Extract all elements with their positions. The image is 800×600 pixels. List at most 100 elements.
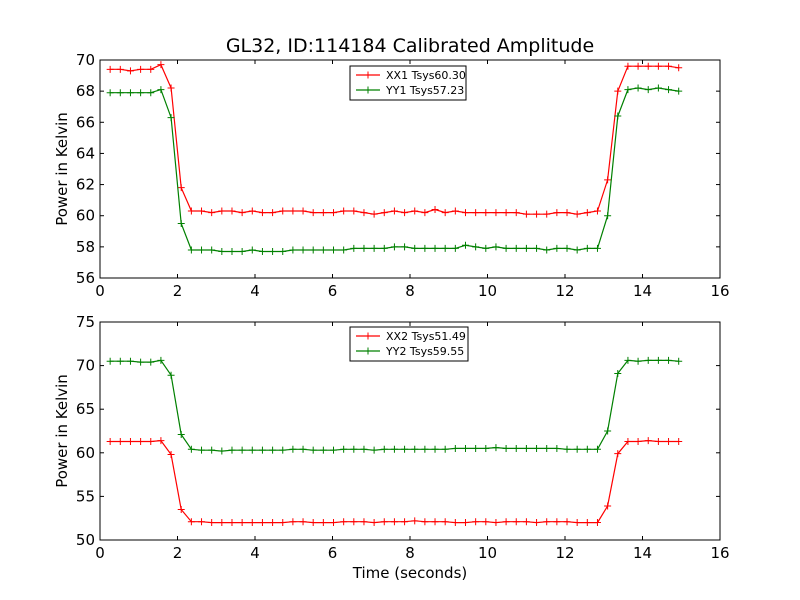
bottom-series-2-point: [147, 358, 155, 366]
top-series-1-point: [614, 87, 622, 95]
top-series-1-point: [126, 67, 134, 75]
top-series-2-point: [370, 244, 378, 252]
bottom-series-1-point: [238, 519, 246, 527]
top-x-tick-label: 2: [173, 282, 183, 300]
bottom-x-tick-label: 8: [405, 544, 415, 562]
top-series-1-point: [116, 65, 124, 73]
bottom-series-2-point: [431, 445, 439, 453]
top-series-2-point: [614, 112, 622, 120]
top-series-2-point: [675, 87, 683, 95]
top-series-1-point: [583, 209, 591, 217]
top-series-1-point: [604, 176, 612, 184]
bottom-series-2-point: [502, 444, 510, 452]
bottom-series-1-point: [583, 519, 591, 527]
top-axes-frame: [99, 59, 721, 279]
bottom-series-1-point: [401, 518, 409, 526]
top-series-1-point: [533, 210, 541, 218]
bottom-series-1-point: [390, 518, 398, 526]
top-series-2-point: [269, 248, 277, 256]
top-series-2-point: [309, 246, 317, 254]
top-series-1-point: [502, 209, 510, 217]
bottom-series-1-point: [208, 519, 216, 527]
top-series-2-point: [380, 244, 388, 252]
top-y-tick-label: 58: [76, 238, 95, 256]
bottom-series-1-point: [624, 437, 632, 445]
top-series-2-point: [330, 246, 338, 254]
bottom-series-1-point: [512, 518, 520, 526]
top-y-tick-label: 70: [76, 51, 95, 69]
top-series-2-point: [421, 244, 429, 252]
top-y-axis-label: Power in Kelvin: [53, 112, 71, 226]
bottom-series-1-point: [137, 437, 145, 445]
top-series-1-point: [350, 207, 358, 215]
bottom-series-2-point: [441, 445, 449, 453]
top-series-1-point: [451, 207, 459, 215]
bottom-series-1-point: [533, 519, 541, 527]
top-series-1-point: [106, 65, 114, 73]
bottom-series-1-point: [553, 518, 561, 526]
top-series-2-point: [553, 244, 561, 252]
bottom-subplot: 0 2 4 6 8 10 12 14 16 50 55 60 65 70 75 Power in Kelvin…: [53, 313, 730, 562]
top-series-1-point: [167, 84, 175, 92]
top-legend-marker-2: [364, 86, 372, 94]
bottom-series-2-point: [401, 445, 409, 453]
top-legend-label-2: YY1 Tsys57.23: [385, 84, 464, 97]
bottom-series-2-point: [482, 444, 490, 452]
top-y-tick-label: 64: [76, 144, 95, 162]
top-series-2-point: [573, 246, 581, 254]
bottom-series-1-point: [380, 518, 388, 526]
top-series-1-point: [238, 209, 246, 217]
top-y-tick-label: 68: [76, 82, 95, 100]
top-x-tick-label: 4: [250, 282, 260, 300]
top-series-1-point: [573, 210, 581, 218]
top-series-1-point: [593, 207, 601, 215]
top-series-2-point: [492, 243, 500, 251]
top-series-2-point: [187, 246, 195, 254]
top-series-1-point: [147, 65, 155, 73]
top-series-1-point: [157, 61, 165, 69]
top-series-2-point: [299, 246, 307, 254]
bottom-series-1-point: [330, 519, 338, 527]
bottom-series-1-point: [502, 518, 510, 526]
bottom-x-tick-label: 16: [710, 544, 729, 562]
bottom-series-1-point: [177, 505, 185, 513]
top-series-1-point: [360, 209, 368, 217]
top-x-tick-label: 0: [95, 282, 105, 300]
top-series-1-point: [380, 209, 388, 217]
bottom-series-1-point: [421, 518, 429, 526]
bottom-x-tick-label: 12: [555, 544, 574, 562]
bottom-series-2-point: [665, 356, 673, 364]
bottom-series-2-point: [492, 444, 500, 452]
top-series-2-point: [593, 244, 601, 252]
bottom-series-1-point: [654, 437, 662, 445]
bottom-legend-label-2: YY2 Tsys59.55: [385, 345, 464, 358]
bottom-x-tick-label: 6: [328, 544, 338, 562]
bottom-series-2-point: [543, 444, 551, 452]
bottom-series-1-point: [482, 518, 490, 526]
bottom-series-2-point: [289, 445, 297, 453]
bottom-series-1-point: [360, 518, 368, 526]
top-series-1-point: [269, 209, 277, 217]
top-series-1-point: [624, 62, 632, 70]
top-y-tick-label: 66: [76, 113, 95, 131]
top-series-2-point: [401, 243, 409, 251]
bottom-series-2-point: [258, 446, 266, 454]
bottom-series-1-point: [461, 519, 469, 527]
top-x-tick-label: 6: [328, 282, 338, 300]
top-series-1-point: [675, 64, 683, 72]
bottom-series-2-point: [279, 446, 287, 454]
top-legend-label-1: XX1 Tsys60.30: [386, 69, 466, 82]
top-series-2-point: [461, 241, 469, 249]
bottom-series-1-point: [340, 518, 348, 526]
top-series-1-point: [563, 209, 571, 217]
bottom-y-axis-label: Power in Kelvin: [53, 374, 71, 488]
top-series-1-point: [319, 209, 327, 217]
top-series-1-point: [177, 184, 185, 192]
top-series-2-point: [319, 246, 327, 254]
top-series-2-point: [147, 89, 155, 97]
top-series-2-point: [167, 114, 175, 122]
top-series-2-point: [441, 244, 449, 252]
bottom-series-1-point: [228, 519, 236, 527]
